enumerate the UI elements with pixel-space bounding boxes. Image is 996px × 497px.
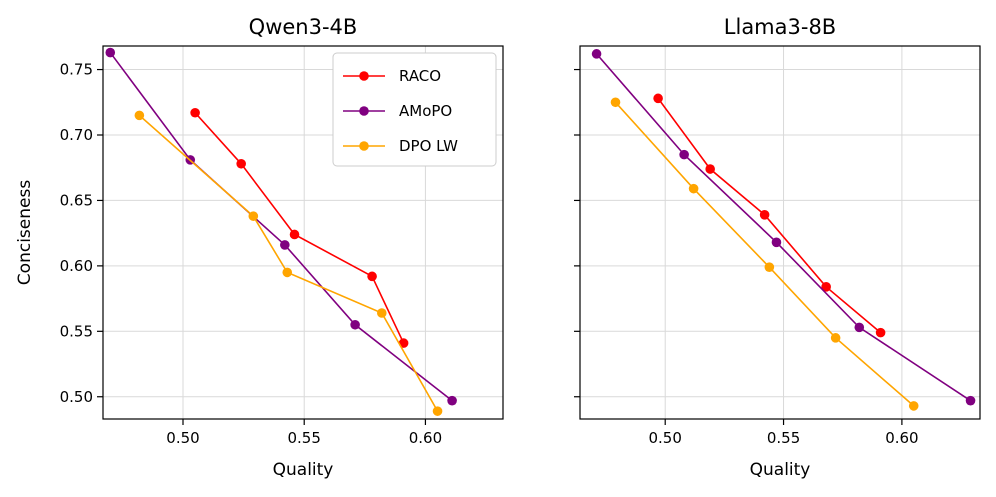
data-point-dpo-lw [432, 406, 443, 416]
x-tick-label: 0.55 [767, 429, 800, 447]
data-point-raco [289, 229, 300, 240]
data-point-dpo-lw [908, 401, 919, 411]
chart-title: Qwen3-4B [249, 15, 358, 39]
y-tick-label: 0.55 [60, 322, 93, 340]
data-point-raco [821, 282, 831, 292]
gridlines [580, 46, 980, 419]
data-point-dpo-lw [248, 211, 259, 221]
data-point-amopo [679, 149, 689, 160]
data-point-amopo [447, 395, 457, 406]
legend-marker [359, 106, 369, 116]
y-tick-label: 0.70 [60, 126, 93, 144]
data-point-amopo [350, 319, 360, 330]
chart-panel-llama3-8b: 0.50 0.55 0.60 Llama3-8B Quality [574, 15, 981, 480]
y-axis-ticks [574, 68, 580, 398]
series-amopo [105, 47, 457, 406]
data-point-dpo-lw [134, 110, 145, 121]
y-axis-ticks: 0.50 0.55 0.60 0.65 0.70 0.75 [60, 61, 103, 406]
x-tick-label: 0.50 [649, 429, 682, 447]
legend-marker [359, 141, 369, 151]
plot-frame [102, 45, 504, 420]
data-point-raco [236, 158, 246, 169]
y-tick-label: 0.50 [60, 388, 93, 406]
series-line-dpo-lw [614, 101, 915, 407]
data-point-raco [759, 210, 770, 220]
series-dpo-lw [134, 110, 443, 416]
data-point-raco [190, 107, 200, 118]
legend-entry-raco: RACO [343, 67, 441, 85]
legend-label: AMoPO [399, 102, 452, 120]
series-raco [190, 107, 409, 348]
legend-box [332, 52, 497, 167]
x-axis-label: Quality [750, 460, 811, 480]
x-axis-ticks: 0.50 0.55 0.60 [166, 419, 442, 447]
data-point-amopo [591, 49, 602, 59]
data-point-amopo [105, 47, 116, 58]
data-point-dpo-lw [688, 183, 699, 194]
data-point-raco [705, 164, 715, 174]
x-tick-label: 0.55 [288, 429, 321, 447]
data-point-amopo [280, 240, 290, 250]
x-tick-label: 0.60 [885, 429, 918, 447]
x-tick-label: 0.60 [409, 429, 442, 447]
data-point-dpo-lw [764, 262, 775, 272]
series-layer [105, 47, 457, 416]
series-dpo-lw [610, 97, 919, 411]
legend-entry-amopo: AMoPO [343, 102, 452, 120]
x-tick-label: 0.50 [166, 429, 199, 447]
data-point-amopo [854, 322, 865, 333]
y-tick-label: 0.60 [60, 257, 93, 275]
legend-marker [359, 71, 369, 81]
data-point-dpo-lw [610, 97, 621, 108]
data-point-raco [398, 338, 409, 348]
y-axis-label: Conciseness [15, 180, 35, 286]
data-point-amopo [965, 395, 976, 406]
x-axis-label: Quality [273, 460, 334, 480]
y-tick-label: 0.65 [60, 191, 93, 209]
series-raco [653, 93, 886, 338]
data-point-raco [367, 271, 377, 282]
legend-label: DPO LW [399, 137, 458, 155]
x-axis-ticks: 0.50 0.55 0.60 [649, 419, 919, 447]
data-point-amopo [771, 237, 782, 248]
data-point-dpo-lw [376, 308, 387, 318]
chart-panel-qwen3-4b: 0.50 0.55 0.60 0.50 0.55 0.60 0.65 0.70 0.75 Qw… [15, 15, 504, 480]
legend-entry-dpo-lw: DPO LW [343, 137, 458, 155]
series-layer [591, 49, 976, 411]
plot-frame [579, 45, 981, 420]
data-point-dpo-lw [282, 267, 293, 278]
data-point-dpo-lw [830, 333, 841, 343]
legend-label: RACO [399, 67, 441, 85]
data-point-raco [653, 93, 663, 104]
legend: RACO AMoPO DPO LW [332, 52, 497, 167]
series-amopo [591, 49, 976, 406]
data-point-raco [875, 327, 886, 338]
y-tick-label: 0.75 [60, 61, 93, 79]
chart-title: Llama3-8B [724, 15, 836, 39]
